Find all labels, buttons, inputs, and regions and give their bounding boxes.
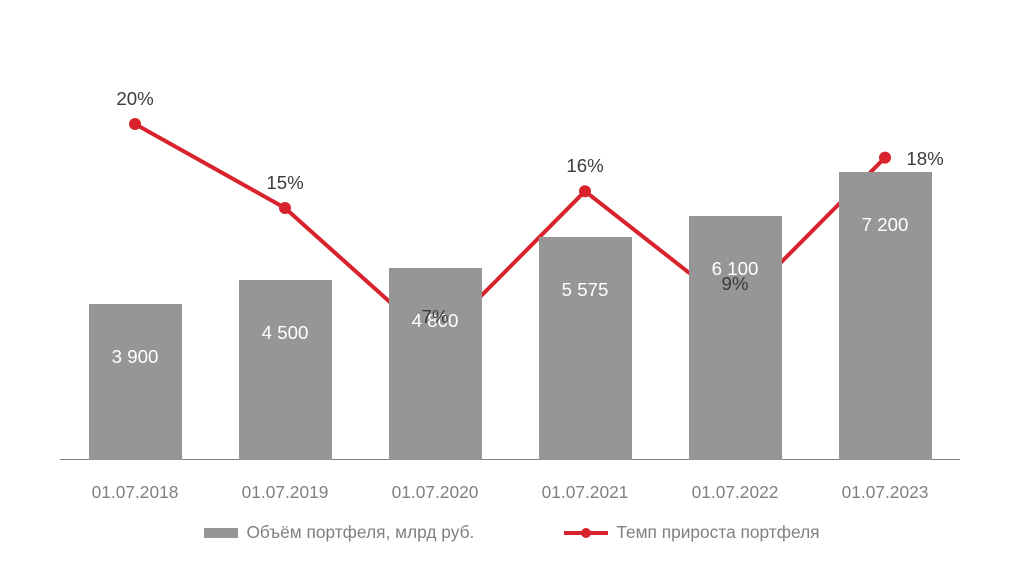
bar-value-label: 7 200 bbox=[839, 214, 932, 236]
line-marker bbox=[879, 152, 891, 164]
bar: 7 200 bbox=[839, 172, 932, 460]
line-marker bbox=[279, 202, 291, 214]
legend-swatch-line bbox=[564, 528, 608, 538]
x-tick-label: 01.07.2018 bbox=[92, 482, 179, 503]
legend-item: Темп прироста портфеля bbox=[564, 522, 819, 543]
line-value-label: 9% bbox=[722, 273, 749, 295]
legend-label: Объём портфеля, млрд руб. bbox=[246, 522, 474, 543]
x-tick-label: 01.07.2023 bbox=[842, 482, 929, 503]
bar: 4 800 bbox=[389, 268, 482, 460]
legend: Объём портфеля, млрд руб. Темп прироста п… bbox=[0, 522, 1024, 543]
bar-value-label: 3 900 bbox=[89, 346, 182, 368]
x-tick-label: 01.07.2020 bbox=[392, 482, 479, 503]
bar: 6 100 bbox=[689, 216, 782, 460]
x-tick-label: 01.07.2021 bbox=[542, 482, 629, 503]
bar: 4 500 bbox=[239, 280, 332, 460]
line-overlay bbox=[60, 40, 960, 460]
line-value-label: 15% bbox=[266, 172, 303, 194]
portfolio-chart: 3 900 01.07.2018 4 500 01.07.2019 4 800 01.07… bbox=[0, 0, 1024, 562]
line-marker bbox=[579, 185, 591, 197]
legend-item: Объём портфеля, млрд руб. bbox=[204, 522, 474, 543]
line-value-label: 7% bbox=[422, 306, 449, 328]
bar: 5 575 bbox=[539, 237, 632, 460]
plot-area: 3 90001.07.20184 50001.07.20194 80001.07… bbox=[60, 40, 960, 460]
legend-label: Темп прироста портфеля bbox=[616, 522, 819, 543]
line-marker bbox=[129, 118, 141, 130]
x-tick-label: 01.07.2022 bbox=[692, 482, 779, 503]
line-value-label: 16% bbox=[566, 155, 603, 177]
bar-value-label: 4 500 bbox=[239, 322, 332, 344]
bar: 3 900 bbox=[89, 304, 182, 460]
legend-swatch-bar bbox=[204, 528, 238, 538]
bar-value-label: 5 575 bbox=[539, 279, 632, 301]
x-tick-label: 01.07.2019 bbox=[242, 482, 329, 503]
line-value-label: 18% bbox=[906, 148, 943, 170]
line-value-label: 20% bbox=[116, 88, 153, 110]
